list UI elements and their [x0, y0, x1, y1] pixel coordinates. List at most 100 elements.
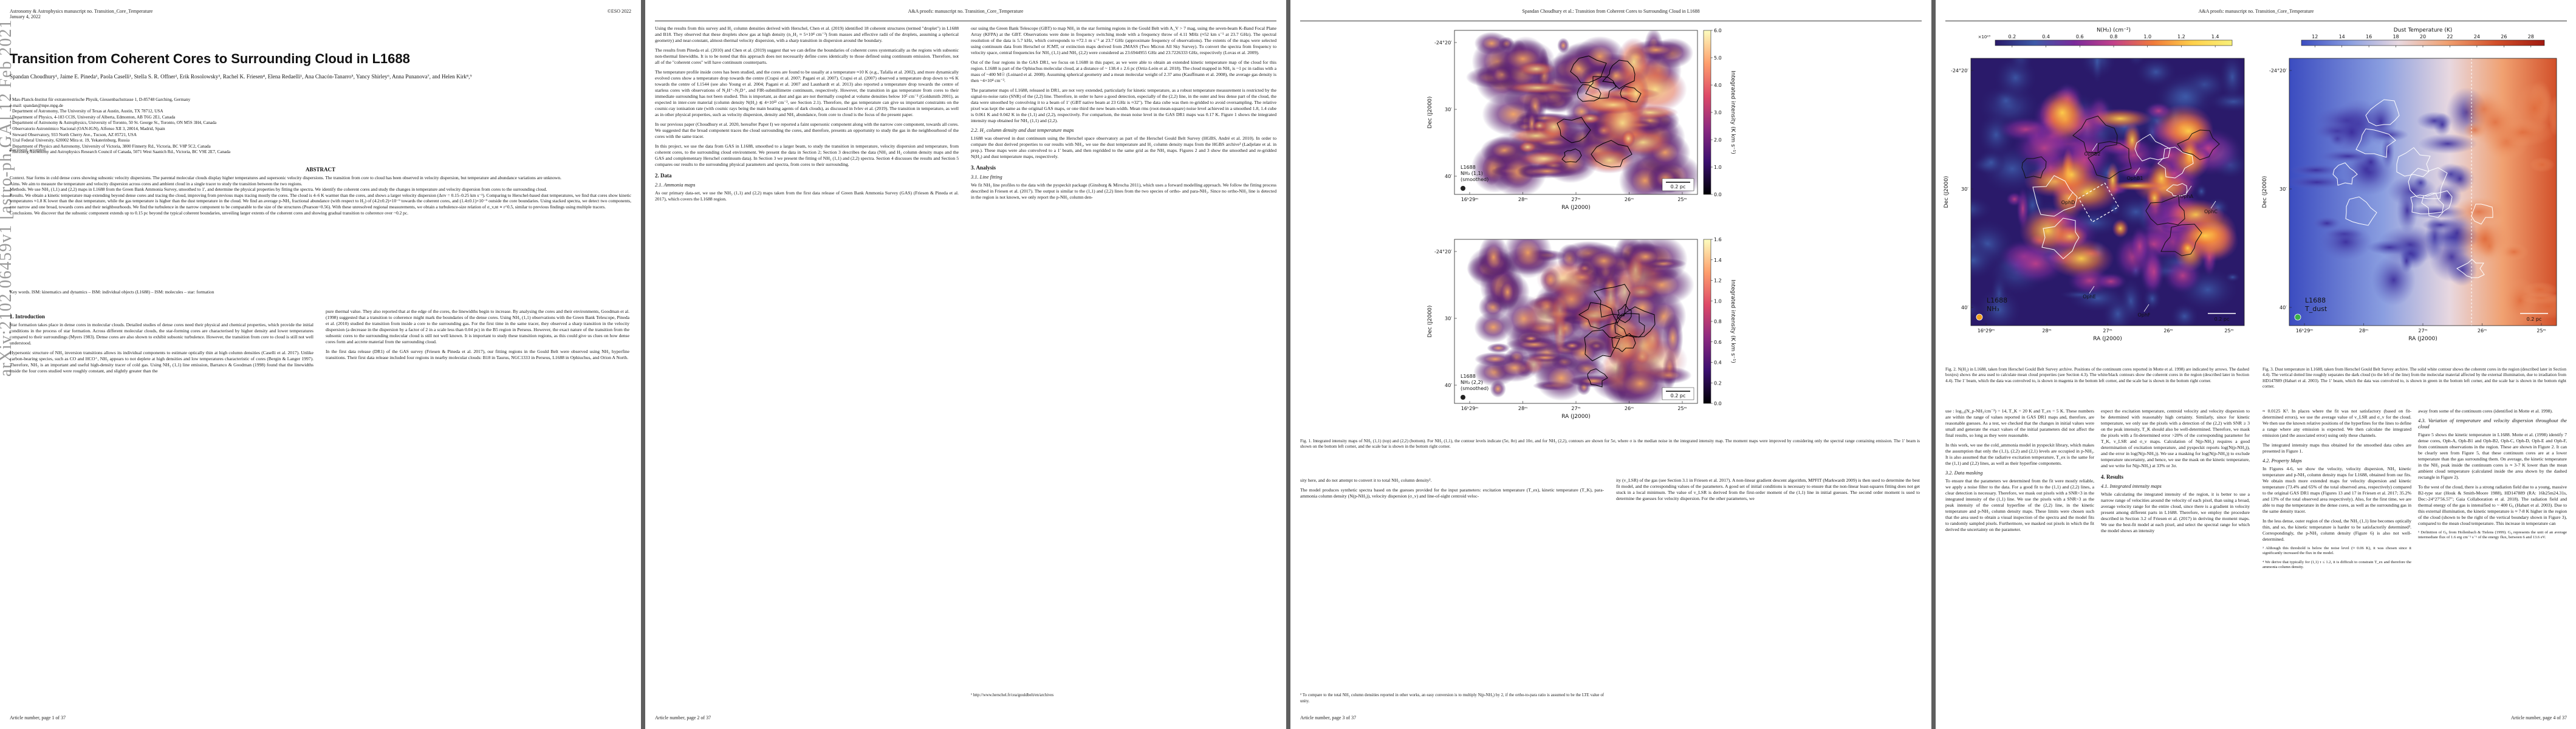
footnote: ⁵ Definition of G₀ from Hollenbach & Tie…	[2418, 530, 2567, 540]
colorbar-tick-label: 0.0	[1714, 192, 1722, 197]
emission-blob	[2418, 134, 2478, 154]
colorbar-tick-label: 6.0	[1714, 28, 1722, 33]
page-1: Astronomy & Astrophysics manuscript no. …	[0, 0, 641, 729]
colorbar-label: Integrated intensity (K km s⁻¹)	[1730, 279, 1736, 363]
column-4: away from some of the continuum cores (i…	[2418, 408, 2567, 544]
emission-blob	[1475, 352, 1516, 366]
colorbar-exponent: ×10²³	[1978, 35, 1991, 39]
coherent-core-contour	[2072, 115, 2118, 154]
abstract-heading: ABSTRACT	[305, 166, 335, 173]
emission-blob	[2331, 109, 2374, 156]
colorbar-tick-label: 0.4	[2042, 34, 2050, 39]
column-left: Using the results from this survey and H…	[655, 26, 959, 206]
emission-blob	[2143, 248, 2165, 295]
running-head: A&A proofs: manuscript no. Transition_Co…	[908, 9, 1024, 14]
subsection-heading: 2.2. H₂ column density and dust temperat…	[971, 128, 1074, 133]
footnote: ² To compare to the total NH₃ column den…	[1300, 693, 1604, 703]
figure-2-nh2-map: OphA OphB2 OphB1 OphC OphD OphE OphF -24°20′ 30′…	[1944, 27, 2245, 342]
paragraph: our using the Green Bank Telescope (GBT)…	[971, 26, 1276, 55]
colorbar-tick-label: 1.4	[2211, 34, 2219, 39]
coherent-core-contour	[2145, 195, 2185, 225]
emission-blob	[1623, 70, 1649, 117]
map-label: L1688	[1461, 165, 1476, 170]
y-axis-label: Dec (J2000)	[1944, 176, 1950, 208]
coherent-core-contour	[2355, 128, 2396, 158]
colorbar-tick-label: 16	[2366, 34, 2372, 39]
abstract-context: Context. Star forms in cold dense cores …	[10, 175, 561, 180]
intensity-contour	[1584, 329, 1620, 361]
x-tick-label: 16ʰ29ᵐ	[1978, 328, 1995, 334]
intensity-contour	[1577, 84, 1601, 102]
paragraph: Star formation takes place in dense core…	[10, 322, 313, 346]
beam-marker	[1976, 313, 1983, 321]
abstract-conclusions: Conclusions. We discover that the subson…	[10, 210, 408, 216]
intensity-contour	[1578, 302, 1618, 329]
core-label: OphB2	[2084, 151, 2100, 157]
intensity-contour	[1557, 117, 1591, 143]
section-heading: 2. Data	[655, 173, 672, 179]
core-label: OphB1	[2126, 176, 2143, 181]
section-heading: 3. Analysis	[971, 165, 996, 171]
figure-1-nh3-11-map: -24°20′ 30′ 40′ 16ʰ29ᵐ 28ᵐ 27ᵐ 26ᵐ 25ᵐ RA (J2000…	[1427, 28, 1736, 211]
emission-blob	[2362, 152, 2380, 172]
colorbar-tick-label: 1.2	[1714, 278, 1722, 284]
x-tick-label: 16ʰ29ᵐ	[1461, 197, 1479, 202]
emission-blob	[2319, 224, 2373, 261]
x-tick-label: 26ᵐ	[1625, 406, 1634, 411]
emission-blob	[2289, 175, 2349, 190]
column-right: pure thermal value. They also reported t…	[326, 309, 629, 364]
emission-blob	[2129, 225, 2150, 267]
core-label: OphF	[2137, 312, 2150, 318]
emission-blob	[1478, 239, 1509, 281]
emission-blob	[1557, 38, 1570, 53]
emission-blob	[2163, 112, 2214, 149]
colorbar-label: N(H₂) (cm⁻²)	[2097, 27, 2131, 33]
subsection-heading: 4.3. Variation of temperature and veloci…	[2418, 418, 2567, 430]
date-line: January 4, 2022	[10, 14, 41, 19]
footnote[interactable]: ¹ http://www.herschel.fr/cea/gouldbelt/e…	[971, 693, 1054, 697]
colorbar-tick-label: 1.4	[1714, 258, 1722, 263]
emission-blob	[2289, 164, 2343, 176]
page-footer: Article number, page 3 of 37	[1300, 715, 1357, 720]
map-label: T_dust	[2304, 305, 2328, 313]
paragraph: In this project, we use the data from GA…	[655, 143, 959, 167]
intensity-contour	[1617, 304, 1632, 323]
affiliation: ⁸ Department of Physics and Astronomy, U…	[10, 143, 211, 149]
x-tick-label: 25ᵐ	[2224, 328, 2233, 334]
emission-blob	[1621, 130, 1636, 148]
core-arrow	[2089, 286, 2095, 294]
intensity-contour	[1591, 140, 1632, 168]
coherent-core-contour	[2160, 224, 2202, 256]
x-tick-label: 27ᵐ	[2103, 328, 2112, 334]
page-footer: Article number, page 1 of 37	[10, 715, 66, 720]
emission-blob	[1503, 239, 1552, 279]
subsection-heading: 4.1. Integrated intensity maps	[2101, 484, 2162, 489]
scalebar-label: 0.2 pc	[1671, 393, 1686, 399]
paragraph: In the first data release (DR1) of the G…	[326, 349, 629, 360]
column-3: ≈ 0.0125 K³. In places where the fit was…	[2263, 408, 2411, 574]
emission-blob	[2119, 58, 2128, 61]
coherent-core-contour	[2365, 99, 2400, 126]
emission-blob	[1971, 196, 1994, 223]
paragraph: expect the excitation temperature, centr…	[2101, 408, 2250, 468]
emission-blob	[2516, 293, 2557, 320]
emission-blob	[1522, 292, 1568, 340]
core-arrow	[2092, 143, 2098, 151]
keywords: Key words. ISM: kinematics and dynamics …	[10, 289, 214, 295]
email[interactable]: e-mail: spandan@mpe.mpg.de	[10, 103, 63, 108]
colorbar	[1703, 30, 1711, 195]
paragraph: sity here, and do not attempt to convert…	[1300, 477, 1432, 483]
colorbar-tick-label: 1.6	[1714, 237, 1722, 242]
colorbar-tick-label: 18	[2393, 34, 2399, 39]
page-footer: Article number, page 2 of 37	[655, 715, 711, 720]
intensity-contour	[1561, 148, 1582, 163]
emission-blob	[1518, 141, 1537, 153]
emission-blob	[2548, 95, 2557, 137]
running-head: Spandan Choudhury et al.: Transition fro…	[1522, 9, 1700, 14]
affiliation: ² Department of Astronomy, The Universit…	[10, 109, 163, 114]
column-right: our using the Green Bank Telescope (GBT)…	[971, 26, 1276, 204]
coherent-core-contour	[2088, 141, 2132, 179]
abstract-methods: Methods. We use NH₃ (1,1) and (2,2) maps…	[10, 187, 547, 193]
figure-1-nh3-22-map: -24°20′ 30′ 40′ 16ʰ29ᵐ 28ᵐ 27ᵐ 26ᵐ 25ᵐ RA (J2000…	[1427, 237, 1736, 420]
